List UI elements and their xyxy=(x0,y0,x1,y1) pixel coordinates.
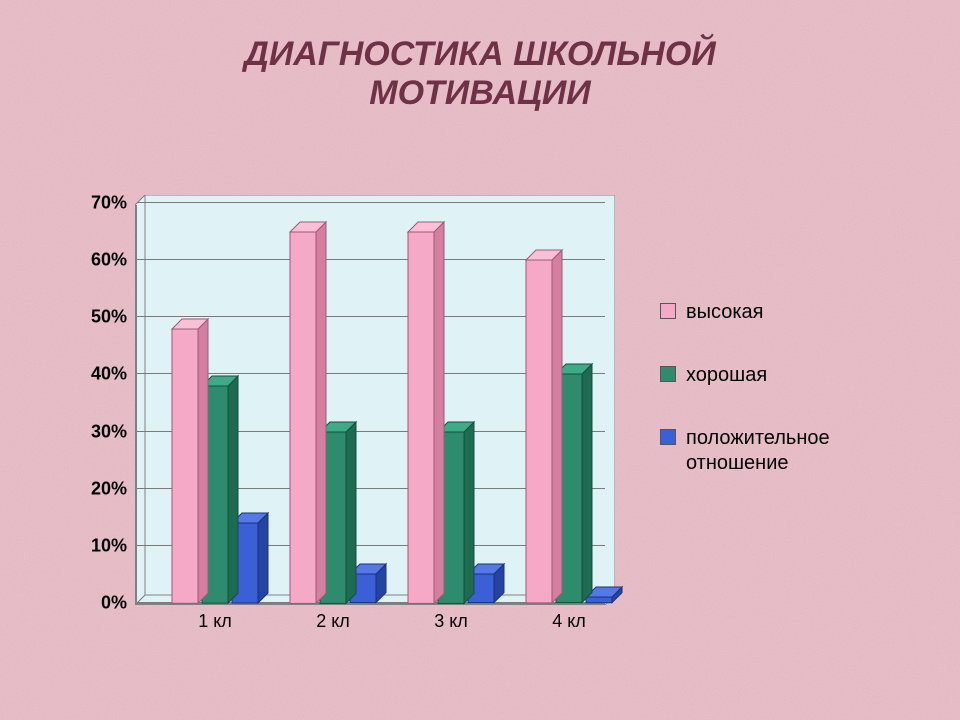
chart-x-tick-label: 3 кл xyxy=(434,611,468,632)
chart-legend: высокая хорошая положительное отношение xyxy=(660,300,830,514)
chart-bar xyxy=(408,232,434,603)
chart-x-tick-label: 2 кл xyxy=(316,611,350,632)
motivation-chart: 0%10%20%30%40%50%60%70%1 кл2 кл3 кл4 кл xyxy=(135,195,615,605)
chart-y-tick-label: 10% xyxy=(91,535,127,556)
legend-swatch xyxy=(660,303,676,319)
chart-bars-layer xyxy=(137,205,605,603)
legend-item: положительное отношение xyxy=(660,426,830,476)
chart-y-tick-label: 30% xyxy=(91,421,127,442)
chart-y-tick-label: 60% xyxy=(91,250,127,271)
legend-swatch xyxy=(660,366,676,382)
chart-y-tick-label: 0% xyxy=(101,593,127,614)
chart-bar xyxy=(290,232,316,603)
legend-label: положительное отношение xyxy=(686,426,830,476)
legend-item: хорошая xyxy=(660,363,830,388)
legend-label: высокая xyxy=(686,300,764,325)
chart-x-tick-label: 1 кл xyxy=(198,611,232,632)
chart-bar xyxy=(526,260,552,603)
slide-title: ДИАГНОСТИКА ШКОЛЬНОЙ МОТИВАЦИИ xyxy=(0,35,960,113)
chart-bar xyxy=(172,329,198,603)
chart-y-tick-label: 50% xyxy=(91,307,127,328)
legend-swatch xyxy=(660,429,676,445)
chart-y-tick-label: 40% xyxy=(91,364,127,385)
chart-x-tick-label: 4 кл xyxy=(552,611,586,632)
chart-gridline xyxy=(137,202,605,203)
chart-y-tick-label: 70% xyxy=(91,193,127,214)
chart-plot-area: 0%10%20%30%40%50%60%70%1 кл2 кл3 кл4 кл xyxy=(135,205,605,605)
legend-item: высокая xyxy=(660,300,830,325)
chart-y-tick-label: 20% xyxy=(91,478,127,499)
legend-label: хорошая xyxy=(686,363,767,388)
